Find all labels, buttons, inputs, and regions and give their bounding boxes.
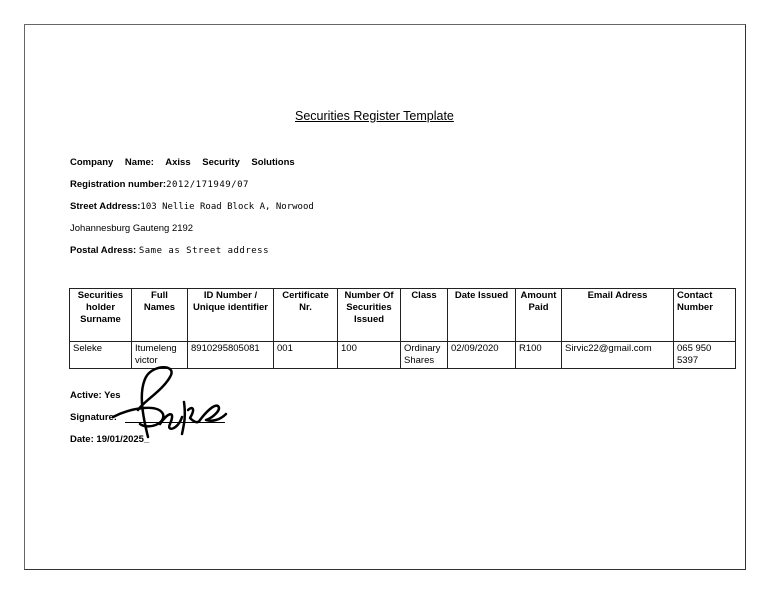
header-id-number: ID Number / Unique identifier [187, 288, 274, 342]
signature-label: Signature: [70, 412, 117, 423]
cell-full-names: Itumeleng victor [131, 341, 188, 369]
cell-email: Sirvic22@gmail.com [561, 341, 674, 369]
registration-row: Registration number:2012/171949/07 [70, 179, 249, 190]
header-email: Email Adress [561, 288, 674, 342]
cell-contact: 065 950 5397 [673, 341, 736, 369]
cell-date-issued: 02/09/2020 [447, 341, 516, 369]
postal-value: Same as Street address [138, 246, 270, 256]
cell-amount-paid: R100 [515, 341, 562, 369]
date-label: Date: [70, 434, 94, 445]
header-certificate: Certificate Nr. [273, 288, 338, 342]
cell-surname: Seleke [69, 341, 132, 369]
company-name-label: Company Name: [70, 157, 154, 168]
street-line2: Johannesburg Gauteng 2192 [70, 223, 194, 234]
active-row: Active: Yes [70, 390, 121, 401]
header-amount-paid: Amount Paid [515, 288, 562, 342]
active-value: Yes [104, 390, 121, 401]
company-name-value: Axiss Security Solutions [165, 157, 295, 168]
date-row: Date: 19/01/2025_ [70, 434, 149, 445]
document-title: Securities Register Template [295, 109, 454, 123]
header-number-issued: Number Of Securities Issued [337, 288, 401, 342]
cell-certificate: 001 [273, 341, 338, 369]
street-label: Street Address: [70, 201, 141, 212]
street-value: 103 Nellie Road Block A, Norwood [140, 202, 314, 212]
table-header-row: Securities holder Surname Full Names ID … [69, 288, 736, 342]
table-row: Seleke Itumeleng victor 8910295805081 00… [69, 341, 736, 369]
securities-table: Securities holder Surname Full Names ID … [69, 288, 736, 369]
postal-row: Postal Adress: Same as Street address [70, 245, 269, 256]
cell-number-issued: 100 [337, 341, 401, 369]
document-page [24, 24, 746, 570]
signature-line [125, 422, 225, 423]
cell-class: Ordinary Shares [400, 341, 448, 369]
signature-image [111, 366, 228, 439]
header-date-issued: Date Issued [447, 288, 516, 342]
header-surname: Securities holder Surname [69, 288, 132, 342]
header-contact: Contact Number [673, 288, 736, 342]
date-value: 19/01/2025_ [96, 434, 150, 445]
header-class: Class [400, 288, 448, 342]
company-name-row: Company Name: Axiss Security Solutions [70, 157, 295, 168]
header-full-names: Full Names [131, 288, 188, 342]
street-row: Street Address:103 Nellie Road Block A, … [70, 201, 314, 212]
registration-value: 2012/171949/07 [166, 180, 249, 190]
active-label: Active: [70, 390, 102, 401]
postal-label: Postal Adress: [70, 245, 137, 256]
cell-id-number: 8910295805081 [187, 341, 274, 369]
registration-label: Registration number: [70, 179, 167, 190]
